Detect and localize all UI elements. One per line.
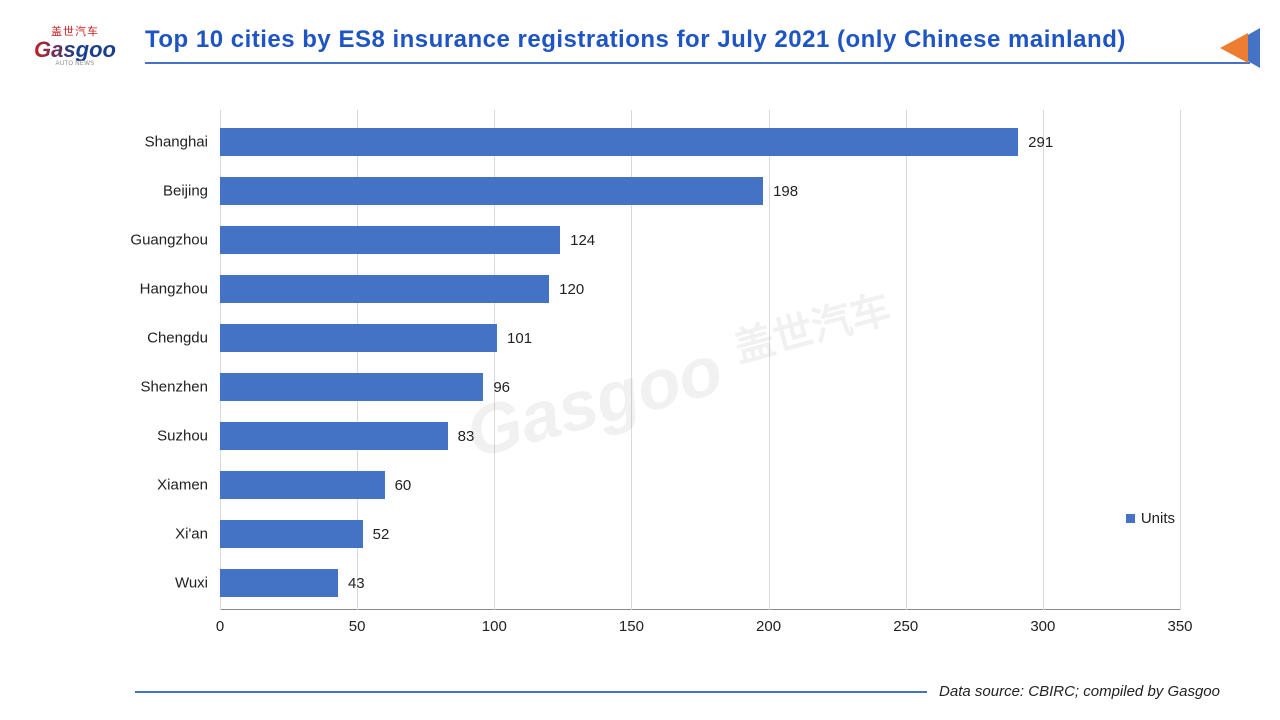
legend-marker [1126,514,1135,523]
x-tick-label: 0 [216,618,224,635]
bar-row: 83 [220,422,474,450]
x-tick-label: 350 [1167,618,1192,635]
footer-text: Data source: CBIRC; compiled by Gasgoo [939,683,1220,700]
y-axis-label: Shenzhen [140,379,208,396]
bar [220,275,549,303]
chart-legend: Units [1126,510,1175,527]
y-axis-label: Beijing [163,183,208,200]
chart-plot: 050100150200250300350Shanghai291Beijing1… [220,110,1180,610]
bar-value-label: 124 [570,232,595,249]
y-axis-label: Shanghai [145,134,208,151]
gridline [906,110,907,610]
x-tick-label: 200 [756,618,781,635]
bar [220,177,763,205]
bar-row: 43 [220,569,365,597]
gridline [1180,110,1181,610]
header: 盖世汽车 Gasgoo AUTO NEWS Top 10 cities by E… [0,0,1280,80]
bar-row: 120 [220,275,584,303]
y-axis-label: Xiamen [157,477,208,494]
bar [220,520,363,548]
x-tick-label: 300 [1030,618,1055,635]
footer: Data source: CBIRC; compiled by Gasgoo [135,683,1220,700]
y-axis-label: Guangzhou [130,232,208,249]
gasgoo-logo: 盖世汽车 Gasgoo AUTO NEWS [20,20,130,70]
bar [220,373,483,401]
bar-value-label: 101 [507,330,532,347]
bar-value-label: 120 [559,281,584,298]
logo-main-text: Gasgoo [34,39,116,61]
logo-sub-text: AUTO NEWS [56,61,95,67]
bar [220,422,448,450]
arrow-corner-icon [1210,28,1260,68]
y-axis-label: Xi'an [175,526,208,543]
bar-value-label: 60 [395,477,412,494]
bar-value-label: 291 [1028,134,1053,151]
footer-line [135,691,927,693]
bar-row: 101 [220,324,532,352]
x-tick-label: 50 [349,618,366,635]
bar-value-label: 43 [348,575,365,592]
bar-value-label: 52 [373,526,390,543]
y-axis-label: Chengdu [147,330,208,347]
gridline [1043,110,1044,610]
legend-label: Units [1141,510,1175,527]
bar-row: 60 [220,471,411,499]
bar-value-label: 198 [773,183,798,200]
bar-row: 291 [220,128,1053,156]
bar [220,128,1018,156]
x-tick-label: 250 [893,618,918,635]
bar [220,471,385,499]
x-axis [220,609,1180,610]
y-axis-label: Suzhou [157,428,208,445]
y-axis-label: Wuxi [175,575,208,592]
bar-value-label: 96 [493,379,510,396]
bar [220,226,560,254]
bar-row: 198 [220,177,798,205]
bar-value-label: 83 [458,428,475,445]
bar [220,324,497,352]
y-axis-label: Hangzhou [140,281,208,298]
bar-row: 52 [220,520,389,548]
bar [220,569,338,597]
x-tick-label: 100 [482,618,507,635]
chart-title: Top 10 cities by ES8 insurance registrat… [145,26,1250,54]
x-tick-label: 150 [619,618,644,635]
title-container: Top 10 cities by ES8 insurance registrat… [145,26,1250,64]
bar-row: 124 [220,226,595,254]
chart-area: 0 50 100 150 200 250 300 350 Shanghai 291 Beijing 1… [135,110,1225,640]
bar-row: 96 [220,373,510,401]
